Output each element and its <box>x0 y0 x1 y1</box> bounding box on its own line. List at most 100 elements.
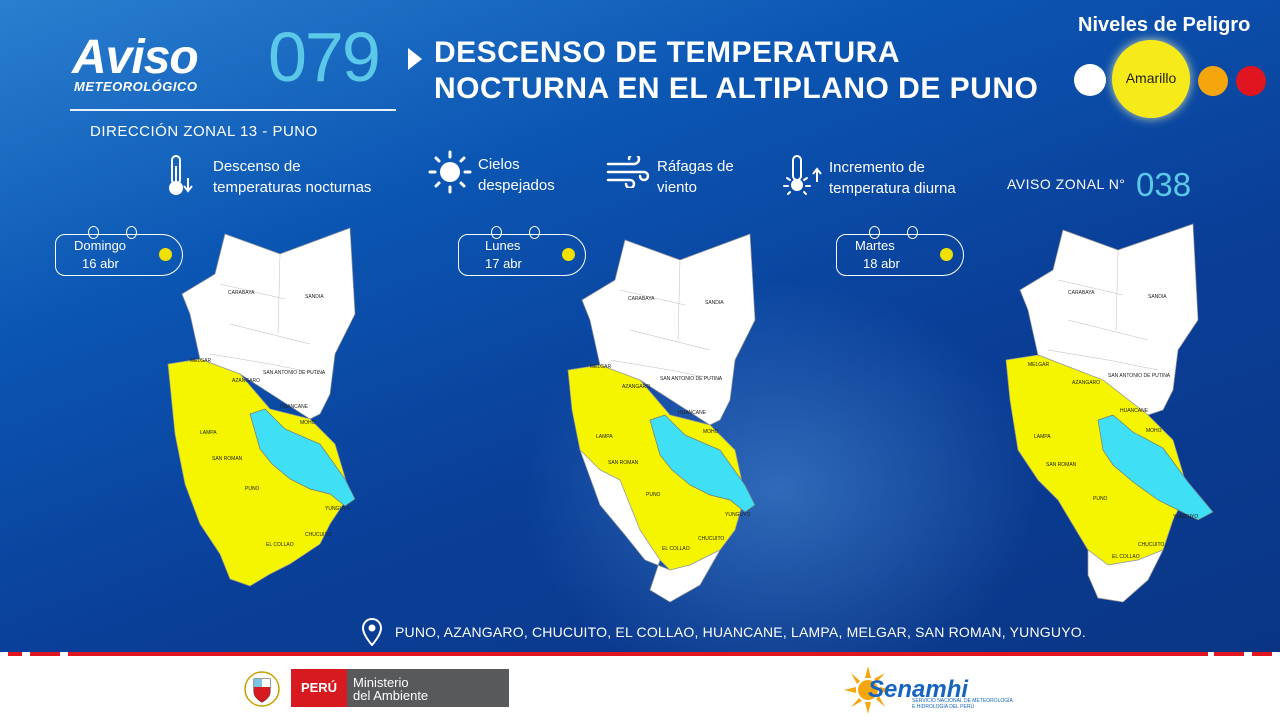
map-label: HUANCANE <box>280 404 309 410</box>
map-label: MOHO <box>300 420 316 426</box>
aviso-zonal-label: AVISO ZONAL N° <box>1007 176 1126 192</box>
levels-title: Niveles de Peligro <box>1078 14 1251 36</box>
map-label: SANDIA <box>1148 294 1167 300</box>
level-white-dot <box>1074 64 1106 96</box>
map-region-none <box>181 227 356 420</box>
map-label: MELGAR <box>190 358 212 364</box>
map-label: MELGAR <box>1028 362 1050 368</box>
info-item4-line1: Incremento de <box>829 159 925 176</box>
map-label: SAN ANTONIO DE PUTINA <box>1108 373 1171 379</box>
day-name: Martes <box>855 238 895 253</box>
footer <box>0 657 1280 720</box>
direccion-zonal: DIRECCIÓN ZONAL 13 - PUNO <box>90 123 318 140</box>
senamhi-logo: Senamhi <box>868 676 969 703</box>
logo-title: Aviso <box>72 31 199 84</box>
map-label: AZANGARO <box>232 378 260 384</box>
day-level-dot <box>562 248 575 261</box>
map-label: SANDIA <box>705 300 724 306</box>
level-yellow-dot <box>1112 40 1190 118</box>
info-item1-line2: temperaturas nocturnas <box>213 179 372 196</box>
peru-logo: PERÚ <box>291 669 347 707</box>
day-date: 18 abr <box>863 256 900 271</box>
map-label: EL COLLAO <box>1112 554 1140 560</box>
map-region-none <box>579 449 721 603</box>
senamhi-sub-line2: E HIDROLOGÍA DEL PERÚ <box>912 704 975 710</box>
map-region-lake <box>1097 414 1214 521</box>
info-item3-line1: Ráfagas de <box>657 158 734 175</box>
day-name: Domingo <box>74 238 127 253</box>
map-label: SAN ANTONIO DE PUTINA <box>263 370 326 376</box>
day-name: Lunes <box>485 238 521 253</box>
day-level-dot <box>940 248 953 261</box>
page-title-line2: NOCTURNA EN EL ALTIPLANO DE PUNO <box>434 72 1039 105</box>
info-item1-line1: Descenso de <box>213 158 301 175</box>
map-region-none <box>1087 549 1164 603</box>
map-label: AZANGARO <box>1072 380 1100 386</box>
footer-red-line <box>0 652 1280 657</box>
info-item2-line2: despejados <box>478 177 555 194</box>
thermometer-down-icon <box>169 155 193 195</box>
map-label: CHUCUITO <box>305 532 331 538</box>
day-date: 17 abr <box>485 256 522 271</box>
info-item4-line2: temperatura diurna <box>829 180 956 197</box>
map-domingo: CARABAYA SANDIA MELGAR AZANGARO SAN ANTO… <box>167 227 356 587</box>
map-lunes: CARABAYA SANDIA MELGAR AZANGARO SAN ANTO… <box>567 233 756 603</box>
map-region-none <box>1019 223 1199 416</box>
senamhi-sun-icon <box>844 666 892 714</box>
aviso-number: 079 <box>268 18 381 96</box>
senamhi-subtitle: SERVICIO NACIONAL DE METEOROLOGÍA E HIDR… <box>912 698 1013 710</box>
peru-coat-of-arms-icon <box>244 671 280 707</box>
senamhi-sub-line1: SERVICIO NACIONAL DE METEOROLOGÍA <box>912 698 1013 704</box>
map-label: LAMPA <box>596 434 613 440</box>
sun-icon <box>428 150 472 194</box>
map-region-none <box>581 233 756 426</box>
level-orange-dot <box>1198 66 1228 96</box>
map-label: PUNO <box>245 486 260 492</box>
map-label: YUNGUYO <box>725 512 750 518</box>
map-label: SANDIA <box>305 294 324 300</box>
map-region-lake <box>649 414 756 513</box>
map-label: EL COLLAO <box>662 546 690 552</box>
ministerio-line1: Ministerio <box>353 675 409 690</box>
map-region-alert <box>167 358 351 587</box>
header-divider <box>70 109 396 111</box>
provinces-list: PUNO, AZANGARO, CHUCUITO, EL COLLAO, HUA… <box>395 624 1086 640</box>
map-region-lake <box>249 408 356 507</box>
location-pin-icon <box>362 618 382 646</box>
info-item2-line1: Cielos <box>478 156 520 173</box>
map-label: LAMPA <box>1034 434 1051 440</box>
map-label: MELGAR <box>590 364 612 370</box>
map-label: SAN ROMAN <box>608 460 639 466</box>
map-label: SAN ANTONIO DE PUTINA <box>660 376 723 382</box>
day-tag-3: Martes 18 abr <box>836 226 964 276</box>
day-level-dot <box>159 248 172 261</box>
map-label: YUNGUYO <box>325 506 350 512</box>
day-date: 16 abr <box>82 256 119 271</box>
map-martes: CARABAYA SANDIA MELGAR AZANGARO SAN ANTO… <box>1005 223 1214 603</box>
map-label: HUANCANE <box>1120 408 1149 414</box>
page-title-line1: DESCENSO DE TEMPERATURA <box>434 36 900 69</box>
logo-subtitle: METEOROLÓGICO <box>74 79 198 94</box>
map-label: PUNO <box>646 492 661 498</box>
map-label: CARABAYA <box>1068 290 1095 296</box>
arrow-right-icon <box>408 48 422 70</box>
map-label: MOHO <box>1146 428 1162 434</box>
map-label: YUNGUYO <box>1173 514 1198 520</box>
map-label: PUNO <box>1093 496 1108 502</box>
ministerio-line2: del Ambiente <box>353 688 429 703</box>
map-label: MOHO <box>703 429 719 435</box>
aviso-zonal-number: 038 <box>1136 166 1192 203</box>
map-label: CARABAYA <box>228 290 255 296</box>
map-label: SAN ROMAN <box>212 456 243 462</box>
day-tag-2: Lunes 17 abr <box>458 226 586 276</box>
map-label: SAN ROMAN <box>1046 462 1077 468</box>
map-label: CARABAYA <box>628 296 655 302</box>
level-active-label: Amarillo <box>1125 70 1177 86</box>
map-label: HUANCANE <box>678 410 707 416</box>
map-label: AZANGARO <box>622 384 650 390</box>
thermometer-up-icon <box>783 155 822 195</box>
wind-icon <box>606 156 650 188</box>
level-red-dot <box>1236 66 1266 96</box>
info-item3-line2: viento <box>657 179 698 196</box>
map-label: CHUCUITO <box>698 536 724 542</box>
